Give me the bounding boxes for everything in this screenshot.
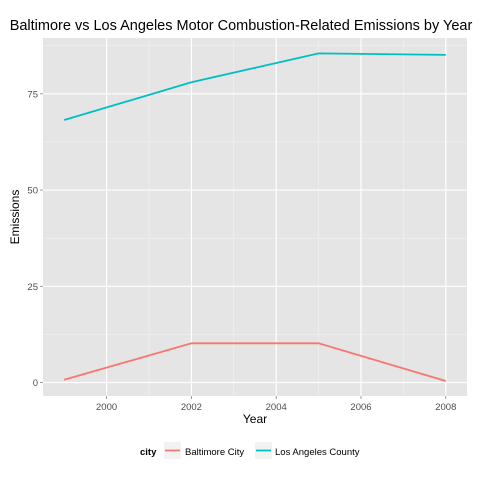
legend-item-baltimore-city: Baltimore City — [164, 442, 244, 459]
minor-gridlines — [43, 38, 467, 396]
chart-title: Baltimore vs Los Angeles Motor Combustio… — [10, 18, 473, 34]
y-tick-label: 50 — [27, 186, 38, 197]
legend-title: city — [140, 447, 157, 458]
legend-label-baltimore-city: Baltimore City — [185, 447, 244, 458]
y-axis: 0 25 50 75 — [27, 89, 43, 389]
x-axis: 2000 2002 2004 2006 2008 — [96, 396, 456, 413]
series-line-los-angeles-county — [63, 52, 446, 121]
y-tick-label: 75 — [27, 89, 38, 100]
x-axis-title: Year — [243, 412, 267, 426]
x-tick-label: 2000 — [96, 402, 117, 413]
plot-panel — [43, 38, 467, 396]
y-tick-label: 25 — [27, 282, 38, 293]
legend-item-los-angeles-county: Los Angeles County — [255, 442, 360, 459]
x-tick-label: 2004 — [266, 402, 287, 413]
major-gridlines — [43, 38, 467, 396]
y-axis-title: Emissions — [8, 190, 22, 245]
x-tick-label: 2002 — [181, 402, 202, 413]
legend-label-los-angeles-county: Los Angeles County — [275, 447, 360, 458]
series-lines — [63, 52, 447, 382]
series-line-baltimore-city — [63, 342, 447, 382]
x-tick-label: 2008 — [435, 402, 456, 413]
legend: city Baltimore City Los Angeles County — [140, 442, 360, 459]
x-tick-label: 2006 — [350, 402, 371, 413]
y-tick-label: 0 — [33, 378, 38, 389]
